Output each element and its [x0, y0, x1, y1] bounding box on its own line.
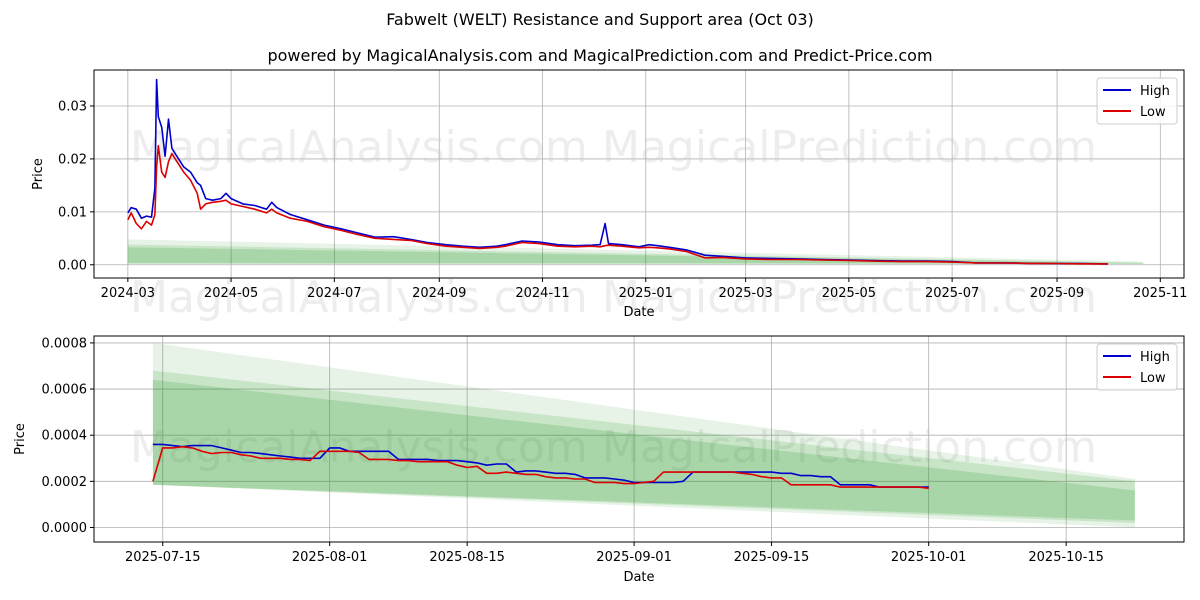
support-band [152, 370, 1135, 523]
y-tick-label: 0.01 [58, 205, 87, 220]
watermark: MagicalPrediction.com [602, 272, 1097, 323]
x-tick-label: 2025-01 [619, 286, 673, 301]
x-tick-label: 2024-11 [515, 286, 569, 301]
legend-label-high: High [1140, 350, 1170, 365]
watermark: MagicalPrediction.com [602, 422, 1097, 473]
x-axis-label: Date [623, 305, 654, 320]
x-tick-label: 2025-11 [1133, 286, 1187, 301]
y-axis-label: Price [31, 158, 46, 190]
chart-title: Fabwelt (WELT) Resistance and Support ar… [386, 10, 814, 29]
x-tick-label: 2024-09 [412, 286, 466, 301]
x-tick-label: 2025-07-15 [125, 550, 201, 565]
y-tick-label: 0.0006 [42, 383, 88, 398]
y-tick-label: 0.0004 [42, 429, 88, 444]
x-tick-label: 2024-03 [101, 286, 155, 301]
support-band [152, 342, 1135, 528]
watermark: MagicalAnalysis.com [130, 272, 588, 323]
support-band [127, 247, 1144, 264]
watermark: MagicalPrediction.com [602, 122, 1097, 173]
x-tick-label: 2025-09-01 [596, 550, 672, 565]
x-tick-label: 2024-05 [204, 286, 258, 301]
y-tick-label: 0.03 [58, 99, 87, 114]
legend-label-high: High [1140, 84, 1170, 99]
x-tick-label: 2024-07 [307, 286, 361, 301]
series-line-low [127, 144, 1108, 265]
legend-label-low: Low [1140, 371, 1166, 386]
x-tick-label: 2025-10-01 [891, 550, 967, 565]
panel-2: MagicalAnalysis.com MagicalPrediction.com… [13, 335, 1185, 585]
panel-1: MagicalAnalysis.com MagicalPrediction.com… [31, 69, 1187, 323]
x-axis-label: Date [623, 570, 654, 585]
x-tick-label: 2025-03 [718, 286, 772, 301]
x-tick-label: 2025-08-15 [429, 550, 505, 565]
series-line-low [152, 445, 929, 490]
x-tick-label: 2025-09 [1030, 286, 1084, 301]
series-line-high [152, 443, 929, 488]
y-tick-label: 0.02 [58, 152, 87, 167]
x-tick-label: 2025-10-15 [1028, 550, 1104, 565]
y-axis-label: Price [13, 423, 28, 455]
watermark: MagicalAnalysis.com [130, 122, 588, 173]
y-tick-label: 0.0000 [42, 521, 88, 536]
x-tick-label: 2025-05 [822, 286, 876, 301]
support-band [127, 244, 1144, 264]
x-tick-label: 2025-09-15 [734, 550, 810, 565]
plot-frame [93, 69, 1185, 279]
y-tick-label: 0.00 [58, 258, 87, 273]
watermark: MagicalAnalysis.com [130, 422, 588, 473]
support-band [152, 379, 1135, 521]
x-tick-label: 2025-07 [925, 286, 979, 301]
x-tick-label: 2025-08-01 [292, 550, 368, 565]
y-tick-label: 0.0008 [42, 336, 88, 351]
support-band [127, 239, 1144, 264]
y-tick-label: 0.0002 [42, 475, 88, 490]
legend-label-low: Low [1140, 105, 1166, 120]
plot-frame [93, 335, 1185, 543]
chart-subtitle: powered by MagicalAnalysis.com and Magic… [267, 46, 933, 65]
